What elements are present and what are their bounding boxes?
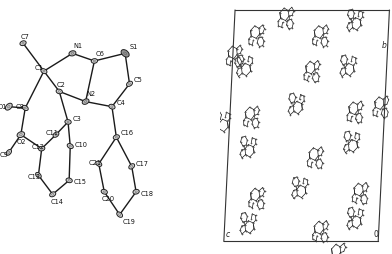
Ellipse shape (36, 172, 41, 178)
Ellipse shape (65, 120, 71, 124)
Ellipse shape (117, 212, 123, 217)
Text: C8: C8 (15, 104, 24, 110)
Ellipse shape (69, 51, 76, 56)
Text: b: b (382, 41, 387, 50)
Text: C2: C2 (57, 82, 66, 88)
Ellipse shape (41, 69, 47, 74)
Text: C10: C10 (75, 142, 88, 148)
Text: C12: C12 (31, 144, 44, 150)
Text: C20: C20 (102, 196, 115, 202)
Text: C11: C11 (45, 130, 58, 136)
Ellipse shape (6, 149, 11, 155)
Text: C4: C4 (116, 100, 125, 106)
Text: C14: C14 (51, 199, 64, 205)
Text: S1: S1 (129, 44, 138, 50)
Ellipse shape (17, 132, 25, 138)
Ellipse shape (82, 99, 89, 104)
Ellipse shape (121, 50, 129, 57)
Text: c: c (225, 230, 230, 240)
Text: C6: C6 (96, 51, 104, 57)
Text: C21: C21 (88, 160, 101, 166)
Text: C15: C15 (74, 179, 87, 185)
Text: C3: C3 (73, 116, 81, 122)
Text: N2: N2 (86, 91, 95, 97)
Ellipse shape (113, 135, 120, 139)
Ellipse shape (91, 59, 98, 63)
Ellipse shape (38, 146, 45, 151)
Text: C7: C7 (21, 34, 30, 40)
Ellipse shape (66, 178, 72, 183)
Text: C18: C18 (140, 191, 154, 197)
Text: C9: C9 (0, 152, 9, 158)
Ellipse shape (127, 81, 132, 86)
Ellipse shape (96, 161, 102, 166)
Text: O1: O1 (0, 104, 7, 110)
Text: C19: C19 (123, 219, 136, 225)
Ellipse shape (20, 41, 26, 45)
Text: O2: O2 (17, 139, 26, 145)
Text: 0: 0 (373, 230, 378, 240)
Text: N1: N1 (74, 43, 83, 49)
Ellipse shape (109, 104, 115, 109)
Ellipse shape (133, 189, 139, 194)
Ellipse shape (50, 192, 56, 197)
Text: C1: C1 (35, 65, 44, 71)
Text: C5: C5 (134, 77, 143, 83)
Ellipse shape (56, 89, 62, 94)
Text: C16: C16 (121, 130, 134, 136)
Ellipse shape (129, 164, 134, 169)
Ellipse shape (5, 103, 12, 110)
Text: C13: C13 (28, 173, 41, 180)
Ellipse shape (22, 105, 28, 110)
Text: C17: C17 (136, 161, 149, 167)
Ellipse shape (53, 132, 59, 137)
Ellipse shape (101, 189, 107, 194)
Ellipse shape (67, 144, 73, 149)
